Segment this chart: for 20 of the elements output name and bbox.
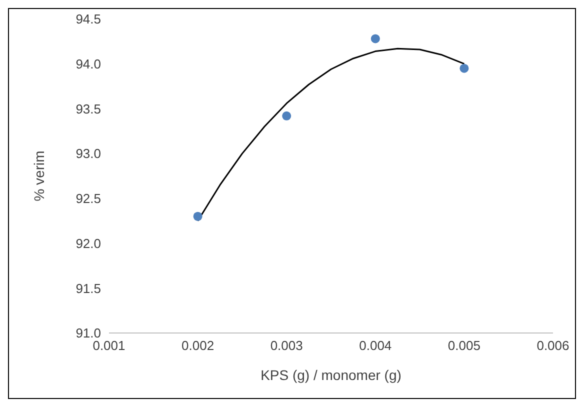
y-tick-label: 93.0 — [76, 146, 101, 162]
x-tick-label: 0.003 — [270, 338, 303, 354]
y-tick-label: 94.0 — [76, 56, 101, 72]
x-tick-label: 0.005 — [448, 338, 480, 354]
x-tick-label: 0.001 — [92, 338, 126, 354]
x-tick-label: 0.004 — [359, 338, 392, 354]
point — [282, 111, 292, 120]
x-tick-label: 0.006 — [536, 338, 570, 354]
point — [370, 34, 380, 44]
y-tick-label: 91.5 — [76, 280, 101, 296]
y-tick-label: 92.5 — [76, 191, 101, 206]
point — [193, 212, 202, 221]
y-tick-label: 92.0 — [76, 236, 101, 251]
y-axis-title: % verim — [30, 150, 47, 202]
y-tick-label: 94.5 — [76, 12, 101, 27]
y-tick-label: 93.5 — [76, 101, 101, 116]
point — [460, 64, 469, 73]
x-tick-label: 0.002 — [182, 338, 214, 354]
x-axis-title: KPS (g) / monomer (g) — [260, 367, 402, 383]
y-tick-label: 91.0 — [76, 326, 101, 341]
